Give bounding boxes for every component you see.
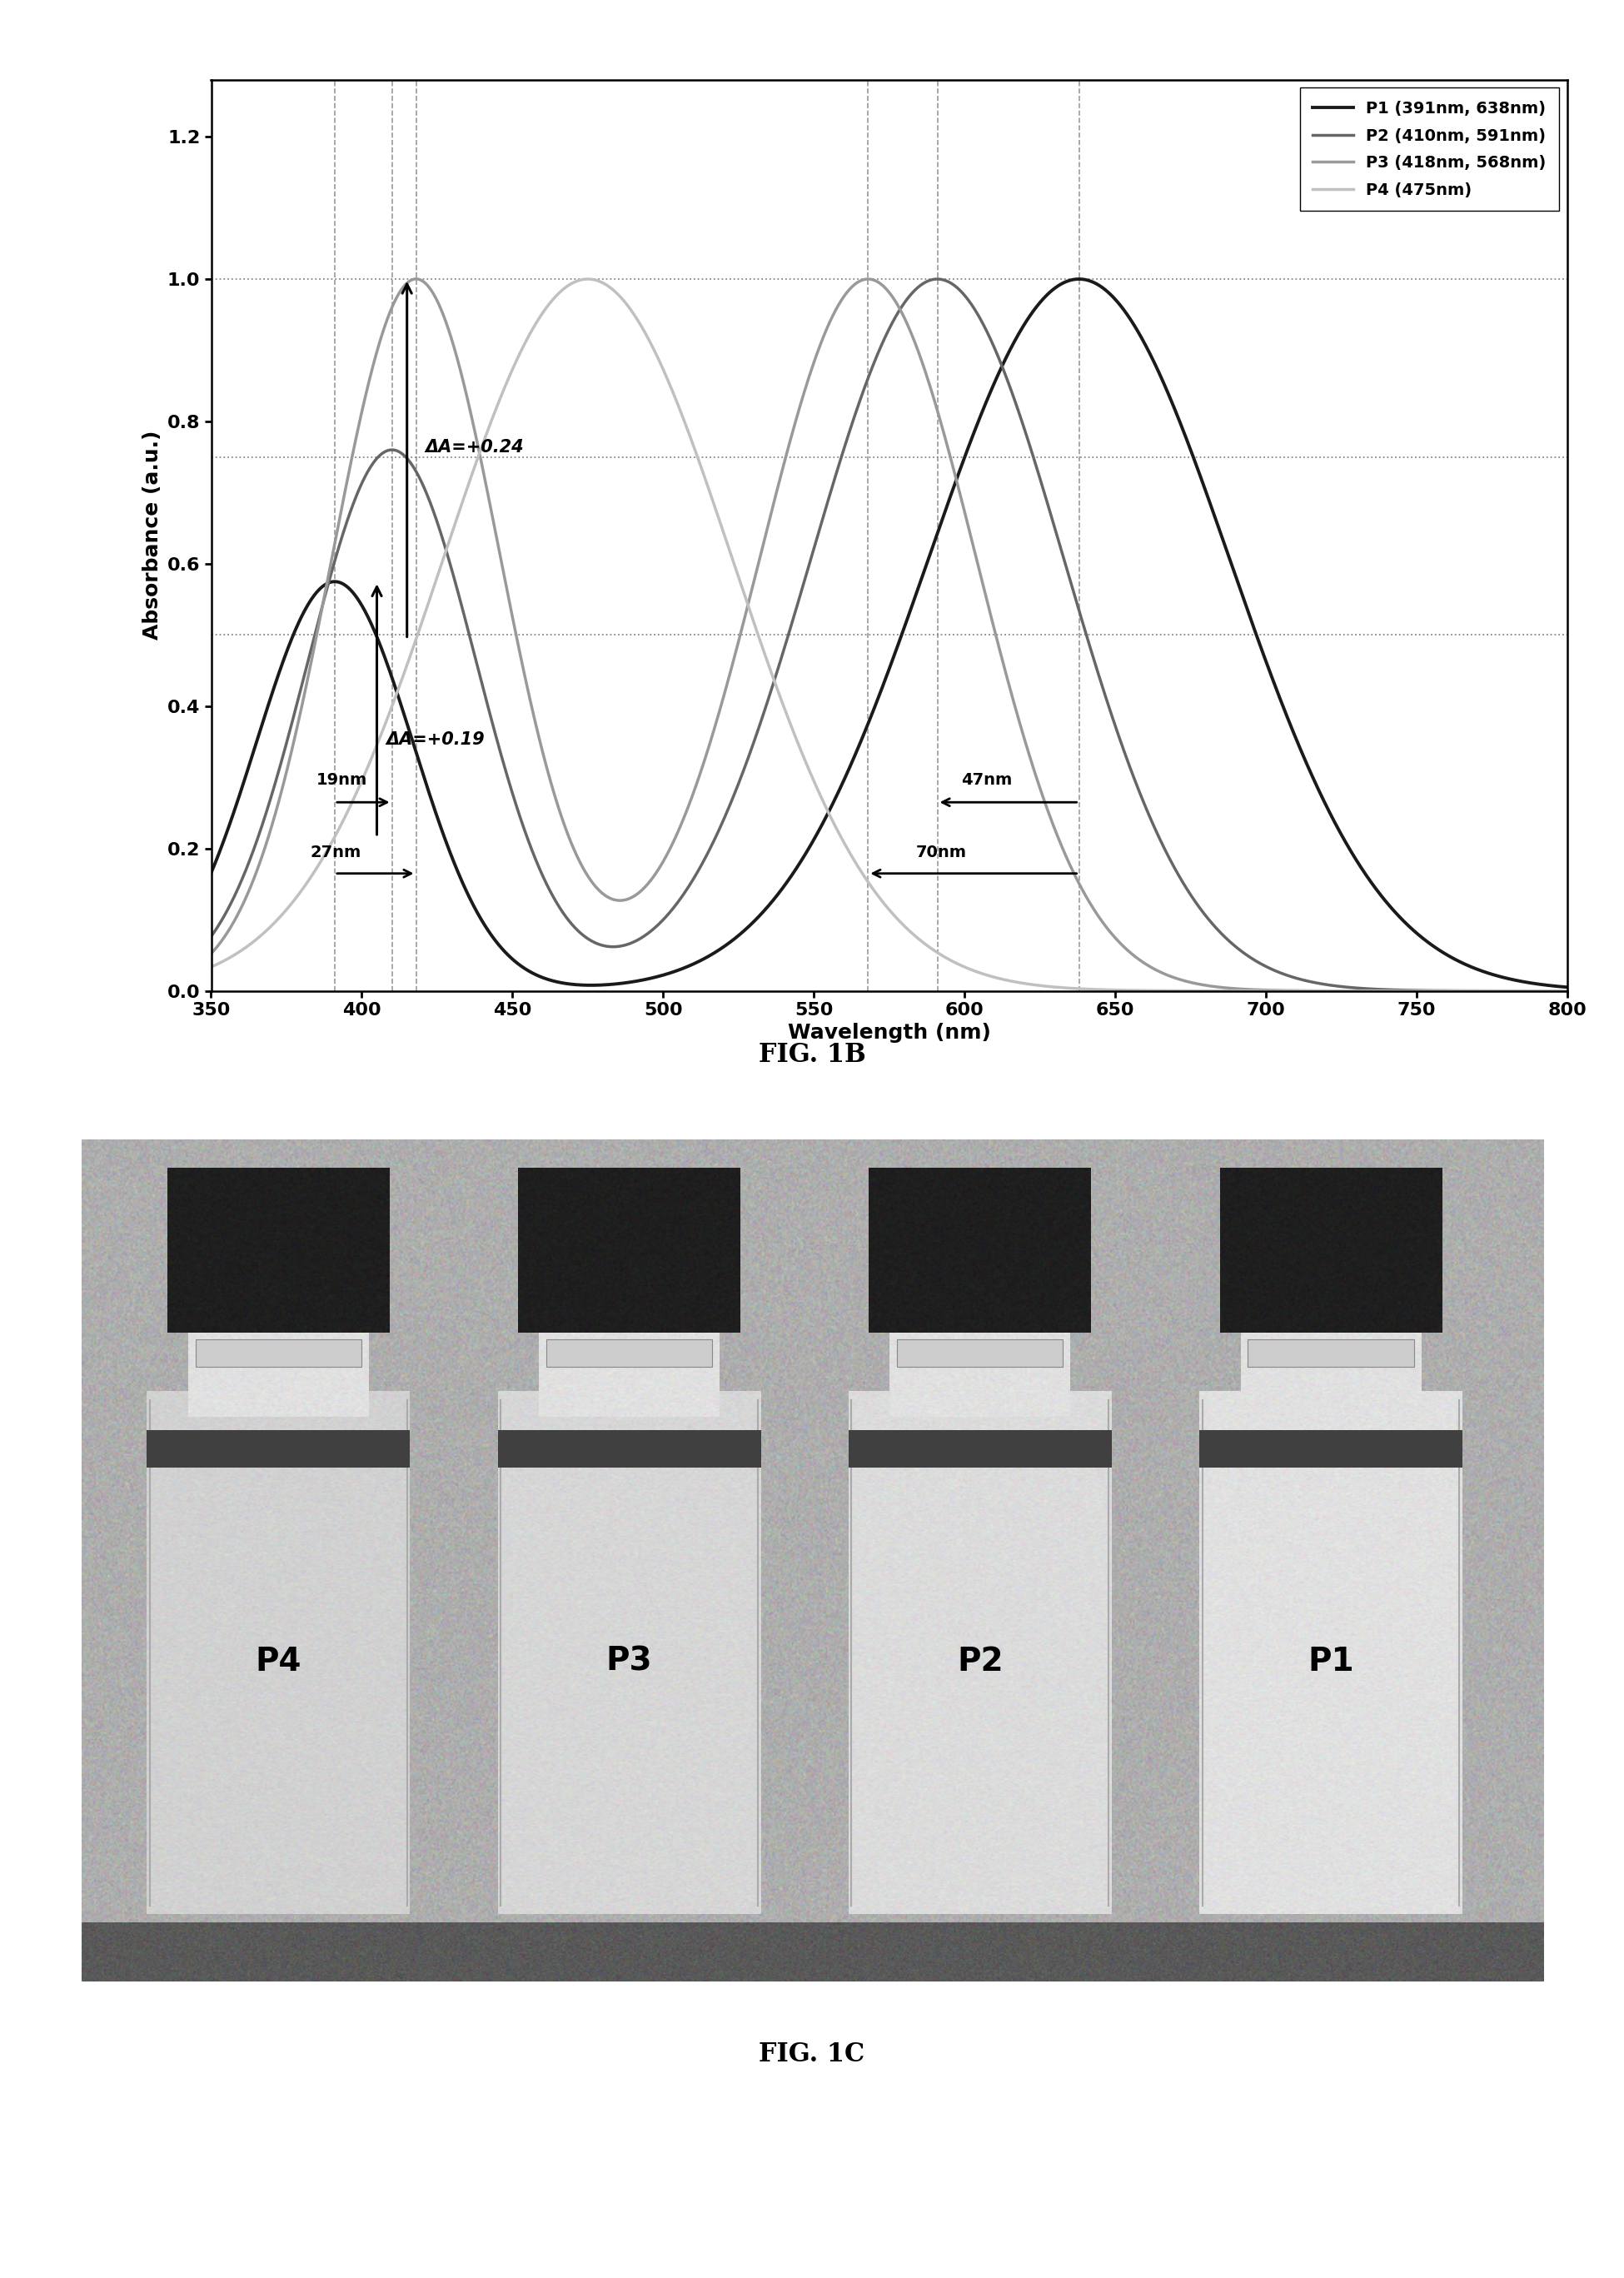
- P3 (418nm, 568nm): [715, 679, 734, 706]
- Bar: [148, 1431, 409, 1467]
- P1 (391nm, 638nm): [171, 918, 190, 945]
- Line: P4 (475nm): P4 (475nm): [180, 280, 1598, 991]
- P2 (410nm, 591nm): [1408, 977, 1427, 1005]
- P1 (391nm, 638nm): [1408, 920, 1427, 948]
- Text: ΔA=+0.24: ΔA=+0.24: [425, 440, 525, 456]
- Text: 27nm: 27nm: [310, 845, 362, 861]
- Bar: [546, 1339, 713, 1367]
- P4 (475nm): [417, 595, 437, 622]
- P1 (391nm, 638nm): [417, 772, 437, 800]
- P2 (410nm, 591nm): [1561, 977, 1580, 1005]
- P4 (475nm): [171, 964, 190, 991]
- Text: P2: P2: [957, 1645, 1004, 1677]
- Bar: [1200, 1431, 1463, 1467]
- Text: P1: P1: [1307, 1645, 1354, 1677]
- Legend: P1 (391nm, 638nm), P2 (410nm, 591nm), P3 (418nm, 568nm), P4 (475nm): P1 (391nm, 638nm), P2 (410nm, 591nm), P3…: [1299, 89, 1559, 212]
- P1 (391nm, 638nm): [715, 932, 734, 959]
- Text: P3: P3: [606, 1645, 653, 1677]
- Text: 19nm: 19nm: [317, 772, 367, 788]
- Bar: [896, 1339, 1064, 1367]
- P3 (418nm, 568nm): [406, 264, 425, 292]
- Line: P3 (418nm, 568nm): P3 (418nm, 568nm): [180, 278, 1598, 991]
- P3 (418nm, 568nm): [1408, 977, 1427, 1005]
- Bar: [1247, 1339, 1415, 1367]
- Bar: [195, 1339, 362, 1367]
- P4 (475nm): [333, 809, 352, 836]
- Text: FIG. 1B: FIG. 1B: [758, 1041, 866, 1068]
- P2 (410nm, 591nm): [1588, 977, 1608, 1005]
- P1 (391nm, 638nm): [333, 570, 352, 597]
- P1 (391nm, 638nm): [776, 870, 796, 898]
- X-axis label: Wavelength (nm): Wavelength (nm): [788, 1023, 991, 1043]
- P3 (418nm, 568nm): [1588, 977, 1608, 1005]
- P1 (391nm, 638nm): [1561, 973, 1580, 1000]
- P4 (475nm): [715, 522, 734, 549]
- Bar: [499, 1431, 762, 1467]
- P4 (475nm): [1561, 977, 1580, 1005]
- P2 (410nm, 591nm): [927, 267, 947, 294]
- P3 (418nm, 568nm): [333, 490, 352, 517]
- Line: P2 (410nm, 591nm): P2 (410nm, 591nm): [180, 280, 1598, 991]
- P4 (475nm): [578, 267, 598, 294]
- P4 (475nm): [776, 699, 796, 727]
- Bar: [849, 1431, 1112, 1467]
- P2 (410nm, 591nm): [776, 631, 796, 658]
- P3 (418nm, 568nm): [171, 964, 190, 991]
- P4 (475nm): [1588, 977, 1608, 1005]
- P4 (475nm): [1408, 977, 1427, 1005]
- P3 (418nm, 568nm): [1561, 977, 1580, 1005]
- Text: P4: P4: [255, 1645, 302, 1677]
- Line: P1 (391nm, 638nm): P1 (391nm, 638nm): [180, 280, 1598, 989]
- P1 (391nm, 638nm): [1069, 267, 1088, 294]
- P1 (391nm, 638nm): [1588, 975, 1608, 1002]
- P3 (418nm, 568nm): [417, 271, 437, 298]
- P2 (410nm, 591nm): [715, 804, 734, 831]
- P2 (410nm, 591nm): [417, 481, 437, 508]
- P2 (410nm, 591nm): [333, 522, 352, 549]
- P2 (410nm, 591nm): [171, 954, 190, 982]
- Text: 47nm: 47nm: [961, 772, 1012, 788]
- Text: ΔA=+0.19: ΔA=+0.19: [387, 731, 484, 747]
- Text: FIG. 1C: FIG. 1C: [758, 2041, 866, 2068]
- Text: 70nm: 70nm: [916, 845, 966, 861]
- Y-axis label: Absorbance (a.u.): Absorbance (a.u.): [143, 431, 162, 640]
- P3 (418nm, 568nm): [776, 442, 796, 469]
